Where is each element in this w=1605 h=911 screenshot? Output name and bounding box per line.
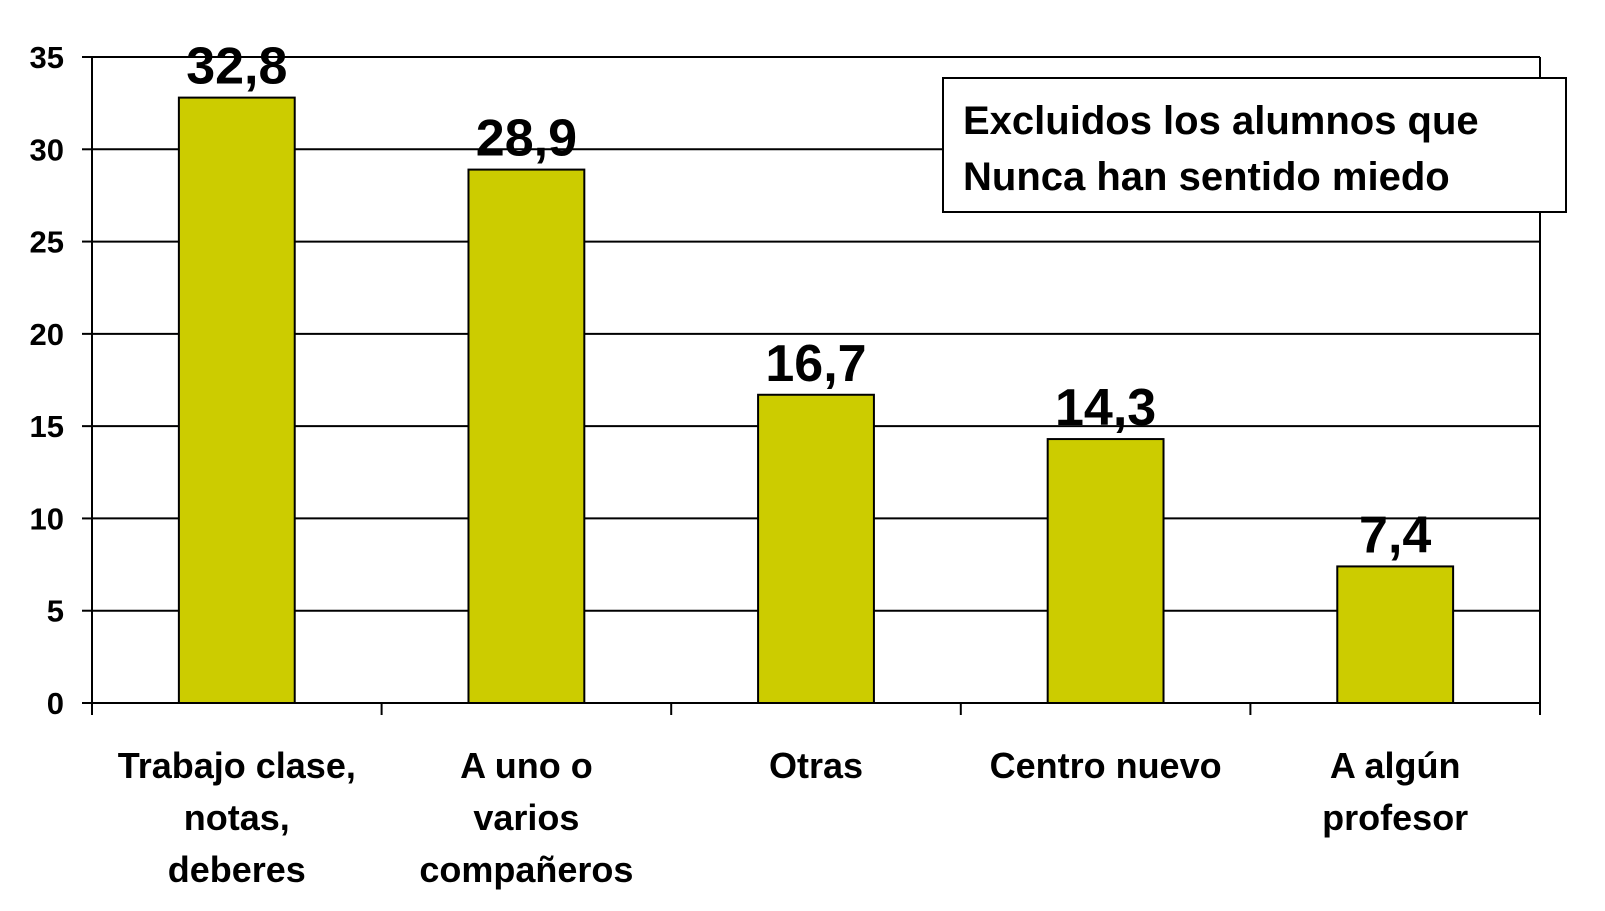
value-label: 14,3 [1055,379,1156,437]
value-label: 32,8 [186,38,287,96]
x-tick-label-line: profesor [1322,797,1468,838]
value-label: 16,7 [765,335,866,393]
bar [1046,438,1165,704]
annotation: Nunca han sentido miedo [963,155,1450,199]
x-tick-label-line: notas, [184,797,290,838]
y-tick-label: 15 [30,409,64,444]
x-tick-label-line: varios [473,797,579,838]
x-tick-label-line: A algún [1330,745,1461,786]
x-tick-label-line: compañeros [419,849,633,890]
x-tick-label-line: deberes [168,849,306,890]
y-tick-label: 30 [30,132,64,167]
x-tick-label: A uno o varios compañeros [419,745,633,890]
x-tick-label: A algún profesor [1322,745,1468,838]
x-tick-label: Centro nuevo [990,745,1222,786]
y-tick-label: 20 [30,317,64,352]
bar [177,96,296,704]
annotation-box [942,77,1567,213]
x-tick-label-line: Centro nuevo [990,745,1222,786]
y-tick-label: 25 [30,225,64,260]
x-tick-label-line: Trabajo clase, [118,745,356,786]
x-tick-label: Trabajo clase, notas, deberes [118,745,356,890]
bar [1336,565,1455,704]
value-label: 7,4 [1359,506,1431,564]
bar [757,393,875,704]
y-tick-label: 10 [30,501,64,536]
x-tick-label: Otras [769,745,863,786]
x-tick-label-line: Otras [769,745,863,786]
x-tick-label-line: A uno o [460,745,593,786]
y-tick-label: 0 [47,686,64,721]
value-label: 28,9 [476,110,577,168]
annotation: Excluidos los alumnos que [963,99,1479,143]
y-tick-label: 35 [30,40,64,75]
bar [467,168,586,705]
y-tick-label: 5 [47,594,64,629]
